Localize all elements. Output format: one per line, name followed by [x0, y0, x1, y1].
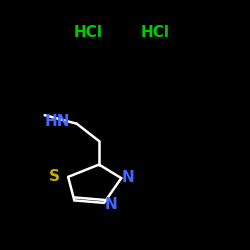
Text: HCl: HCl	[74, 25, 102, 40]
Text: S: S	[49, 170, 60, 184]
Text: N: N	[105, 197, 118, 212]
Text: N: N	[122, 170, 134, 186]
Text: HN: HN	[44, 114, 70, 129]
Text: HCl: HCl	[140, 25, 169, 40]
